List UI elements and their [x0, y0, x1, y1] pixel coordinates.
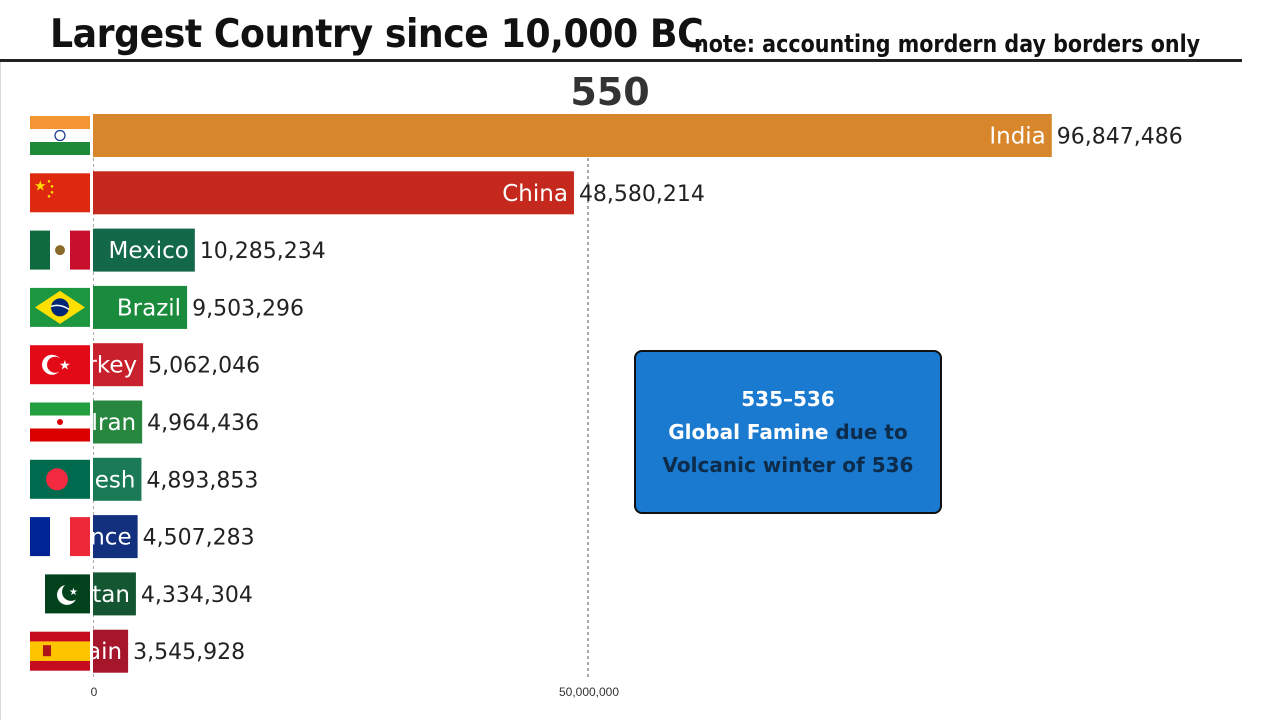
brazil-flag	[30, 287, 90, 327]
bar-label: lesh	[88, 467, 135, 493]
mexico-flag	[30, 230, 90, 270]
iran-flag	[30, 402, 90, 442]
bar	[93, 400, 143, 444]
event-annotation: 535–536 Global Famine due to Volcanic wi…	[634, 350, 942, 514]
value-label: 48,580,214	[579, 182, 705, 207]
bar-group: ain 3,545,928	[87, 629, 245, 673]
value-label: 96,847,486	[1057, 125, 1183, 150]
china-flag: ★	[30, 173, 90, 213]
svg-text:★: ★	[69, 587, 78, 598]
bar-group: Mexico 10,285,234	[93, 228, 326, 272]
title-underline	[0, 59, 1242, 62]
value-label: 4,893,853	[146, 468, 258, 493]
value-label: 10,285,234	[200, 239, 326, 264]
value-label: 5,062,046	[148, 354, 260, 379]
bar-label: India	[989, 124, 1045, 150]
svg-text:★: ★	[34, 178, 47, 194]
value-label: 3,545,928	[133, 640, 245, 665]
pakistan-flag: ★	[30, 574, 90, 614]
bar	[93, 171, 574, 215]
bar-group: China 48,580,214	[93, 171, 705, 215]
event-years: 535–536	[741, 386, 835, 411]
spain-flag	[30, 631, 90, 671]
bar-label: tan	[92, 582, 130, 608]
bar-group: tan 4,334,304	[92, 572, 253, 616]
bar-group: nce 4,507,283	[90, 515, 255, 559]
bar-label: Brazil	[117, 295, 181, 321]
x-axis-ticks: 0 50,000,000	[91, 685, 620, 699]
bar	[93, 572, 136, 616]
value-label: 4,334,304	[141, 583, 253, 608]
bar-label: Mexico	[109, 238, 189, 264]
bar-label: rkey	[87, 353, 137, 379]
france-flag	[30, 517, 90, 557]
chart-note: note: accounting mordern day borders onl…	[694, 30, 1201, 58]
bar-group: rkey 5,062,046	[87, 343, 260, 387]
bar	[93, 228, 195, 272]
chart-title: Largest Country since 10,000 BC	[50, 12, 704, 57]
event-line-2: Volcanic winter of 536	[662, 452, 914, 477]
x-tick-label: 50,000,000	[559, 685, 619, 699]
bar-label: Iran	[91, 410, 136, 436]
flag-column: ★ ★ ★	[30, 116, 90, 671]
left-border	[0, 62, 1, 720]
svg-text:★: ★	[59, 359, 71, 374]
year-label: 550	[570, 70, 650, 114]
event-line-1: Global Famine due to	[668, 416, 908, 449]
bar	[93, 285, 188, 329]
bar-group: India 96,847,486	[93, 114, 1183, 157]
bar	[93, 515, 138, 559]
value-label: 9,503,296	[192, 296, 304, 321]
value-label: 4,507,283	[143, 526, 255, 551]
bar	[93, 343, 144, 387]
bar-label: China	[502, 181, 568, 207]
bar	[93, 457, 142, 501]
bar-group: Brazil 9,503,296	[93, 285, 304, 329]
bangladesh-flag	[30, 459, 90, 499]
bar-group: Iran 4,964,436	[91, 400, 259, 444]
x-tick-label: 0	[91, 685, 98, 699]
bar	[93, 629, 129, 673]
turkey-flag: ★	[30, 345, 90, 385]
bar	[93, 114, 1052, 157]
event-highlight: Global Famine	[668, 419, 829, 444]
label-mask	[89, 110, 93, 685]
bars: India 96,847,486 China 48,580,214 Mexico 10,2…	[87, 110, 1183, 685]
value-label: 4,964,436	[147, 411, 259, 436]
bar-label: nce	[90, 525, 131, 551]
bar-group: lesh 4,893,853	[88, 457, 258, 501]
event-line-1-rest: due to	[828, 419, 908, 444]
india-flag	[30, 116, 90, 155]
